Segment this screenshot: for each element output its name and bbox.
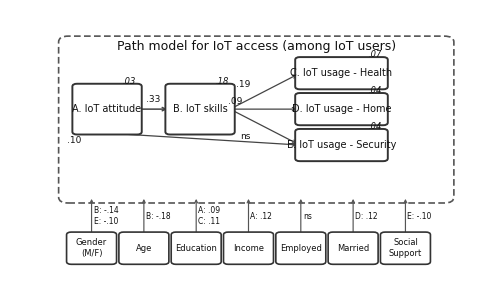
FancyBboxPatch shape xyxy=(380,232,430,264)
FancyBboxPatch shape xyxy=(224,232,274,264)
Text: .19: .19 xyxy=(236,80,251,89)
Text: Education: Education xyxy=(176,244,217,253)
FancyBboxPatch shape xyxy=(166,84,234,135)
FancyBboxPatch shape xyxy=(119,232,169,264)
Text: A: .09
C: .11: A: .09 C: .11 xyxy=(198,206,220,226)
FancyBboxPatch shape xyxy=(328,232,378,264)
FancyBboxPatch shape xyxy=(171,232,221,264)
FancyBboxPatch shape xyxy=(276,232,326,264)
Text: B. IoT skills: B. IoT skills xyxy=(172,104,228,114)
Text: Gender
(M/F): Gender (M/F) xyxy=(76,238,107,258)
Text: E: -.10: E: -.10 xyxy=(408,212,432,221)
FancyBboxPatch shape xyxy=(72,84,142,135)
Text: Age: Age xyxy=(136,244,152,253)
Text: B: -.18: B: -.18 xyxy=(146,212,171,221)
Text: C. IoT usage - Health: C. IoT usage - Health xyxy=(290,68,392,78)
Text: ns: ns xyxy=(240,132,251,141)
Text: Married: Married xyxy=(337,244,369,253)
Text: .10: .10 xyxy=(66,136,81,145)
FancyBboxPatch shape xyxy=(295,129,388,161)
Text: .04: .04 xyxy=(368,122,382,131)
Text: A: .12: A: .12 xyxy=(250,212,272,221)
FancyBboxPatch shape xyxy=(295,93,388,125)
Text: .04: .04 xyxy=(368,86,382,95)
Text: .33: .33 xyxy=(146,95,161,104)
Text: Employed: Employed xyxy=(280,244,322,253)
Text: Income: Income xyxy=(233,244,264,253)
Text: D. IoT usage - Home: D. IoT usage - Home xyxy=(292,104,391,114)
Text: A. IoT attitude: A. IoT attitude xyxy=(72,104,142,114)
Text: Path model for IoT access (among IoT users): Path model for IoT access (among IoT use… xyxy=(116,40,396,53)
FancyBboxPatch shape xyxy=(66,232,116,264)
Text: D: .12: D: .12 xyxy=(355,212,378,221)
Text: B: -.14
E: -.10: B: -.14 E: -.10 xyxy=(94,206,118,226)
Text: E. IoT usage - Security: E. IoT usage - Security xyxy=(287,140,396,150)
Text: ns: ns xyxy=(303,212,312,221)
Text: Social
Support: Social Support xyxy=(389,238,422,258)
Text: .09: .09 xyxy=(228,97,242,106)
Text: .07: .07 xyxy=(368,50,382,59)
Text: .18: .18 xyxy=(215,77,228,86)
FancyBboxPatch shape xyxy=(295,57,388,89)
Text: .03: .03 xyxy=(122,77,136,86)
